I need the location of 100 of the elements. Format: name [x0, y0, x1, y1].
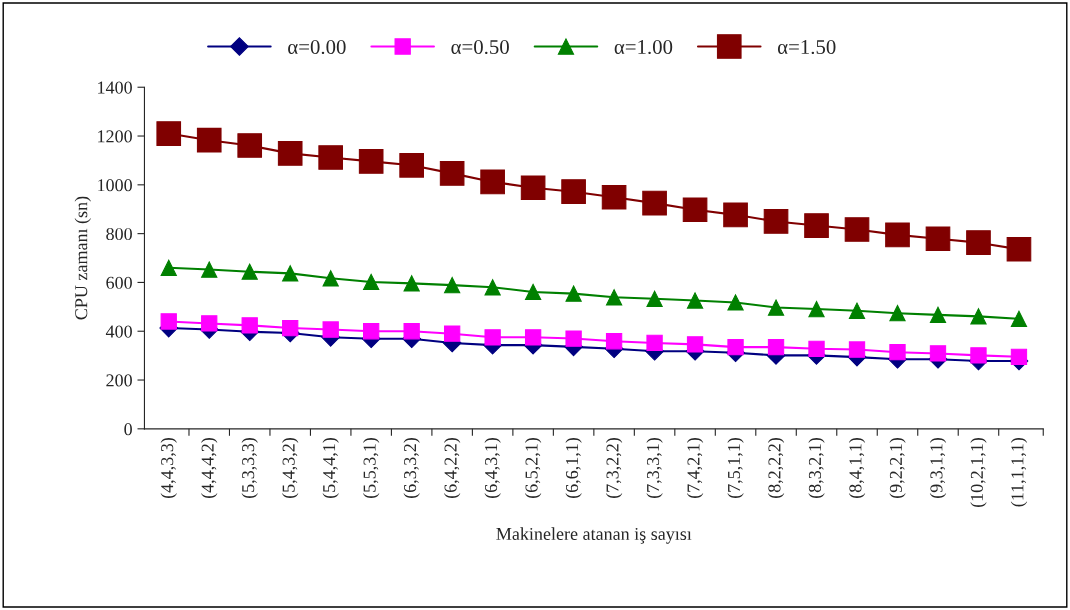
point [520, 175, 546, 201]
point [1010, 348, 1028, 366]
point [885, 222, 910, 248]
x-tick-label: (7,5,1,1) [727, 437, 744, 499]
point [601, 184, 627, 210]
point [196, 127, 222, 153]
point [524, 283, 542, 301]
point [443, 276, 461, 294]
point [565, 330, 582, 347]
point [363, 323, 380, 340]
point [682, 197, 708, 223]
legend-label: α=0.50 [451, 39, 509, 55]
point [1006, 236, 1032, 262]
point [439, 161, 465, 186]
point [929, 306, 947, 324]
point [767, 338, 785, 356]
point [484, 329, 501, 346]
point [723, 202, 748, 228]
point [889, 344, 906, 361]
point [727, 294, 744, 311]
point [808, 300, 825, 318]
y-axis-title: CPU zamanı (sn) [74, 196, 91, 320]
point [524, 329, 542, 346]
x-tick-label: (9,3,1,1) [929, 437, 947, 499]
y-tick-label: 400 [105, 325, 132, 338]
y-tick-label: 1400 [98, 81, 132, 94]
point [322, 270, 339, 287]
point [318, 145, 344, 170]
x-tick-label: (7,4,2,1) [686, 437, 704, 499]
point [237, 133, 263, 158]
point [160, 313, 177, 330]
point [889, 305, 906, 322]
point [277, 141, 303, 166]
x-tick-label: (6,3,3,2) [403, 437, 420, 499]
legend-label: α=1.50 [777, 39, 836, 55]
y-tick-label: 600 [106, 276, 132, 289]
x-tick-label: (8,2,2,2) [767, 437, 785, 499]
x-tick-label: (7,3,3,1) [646, 437, 663, 499]
point [201, 315, 218, 332]
point [646, 290, 663, 307]
point [646, 334, 663, 352]
point [160, 259, 177, 276]
y-tick-label: 1000 [98, 179, 132, 192]
x-tick-label: (5,3,3,3) [241, 437, 258, 499]
x-tick-label: (4,4,3,3) [160, 437, 177, 499]
x-tick-label: (8,4,1,1) [848, 437, 866, 499]
x-tick-label: (10,2,1,1) [970, 437, 987, 508]
x-tick-label: (5,5,3,1) [362, 437, 380, 499]
point [241, 317, 258, 334]
point [763, 209, 789, 234]
point [605, 289, 623, 306]
x-axis-title: Makinelere atanan iş sayısı [496, 527, 692, 544]
point [844, 217, 870, 242]
point [282, 319, 299, 337]
point [561, 179, 586, 204]
legend-label: α=0.00 [288, 39, 346, 55]
point [363, 273, 380, 291]
x-tick-label: (6,4,2,2) [443, 437, 461, 499]
point [848, 302, 866, 319]
point [848, 341, 866, 358]
point [282, 265, 299, 282]
point [484, 279, 501, 296]
point [156, 121, 182, 146]
point [808, 340, 825, 357]
point [686, 336, 704, 353]
y-tick-label: 0 [124, 423, 132, 436]
x-tick-label: (11,1,1,1) [1010, 437, 1028, 507]
point [1010, 310, 1028, 327]
point [970, 347, 987, 364]
y-tick-label: 800 [106, 227, 132, 241]
x-tick-label: (7,3,2,2) [605, 437, 623, 499]
point [403, 275, 420, 292]
point [241, 263, 258, 280]
point [642, 190, 667, 216]
point [358, 149, 384, 174]
point [970, 308, 987, 325]
x-tick-label: (6,6,1,1) [565, 437, 582, 499]
x-tick-label: (4,4,4,2) [201, 437, 218, 499]
point [727, 338, 744, 356]
y-tick-label: 200 [106, 374, 132, 387]
y-tick-label: 1200 [98, 130, 132, 143]
point [565, 285, 582, 302]
point [443, 325, 461, 342]
point [767, 299, 785, 316]
point [399, 152, 424, 178]
point [322, 321, 339, 338]
x-tick-label: (6,5,2,1) [524, 437, 542, 499]
x-tick-label: (8,3,2,1) [808, 437, 825, 499]
point [929, 345, 947, 362]
x-tick-label: (6,4,3,1) [484, 437, 501, 499]
point [403, 323, 420, 340]
point [966, 230, 991, 255]
point [686, 292, 704, 309]
point [201, 261, 218, 278]
x-tick-label: (5,4,3,2) [282, 437, 299, 499]
point [480, 169, 505, 195]
point [605, 333, 623, 350]
point [925, 226, 951, 252]
legend-label: α=1.00 [614, 39, 673, 55]
x-tick-label: (5,4,4,1) [322, 437, 339, 499]
